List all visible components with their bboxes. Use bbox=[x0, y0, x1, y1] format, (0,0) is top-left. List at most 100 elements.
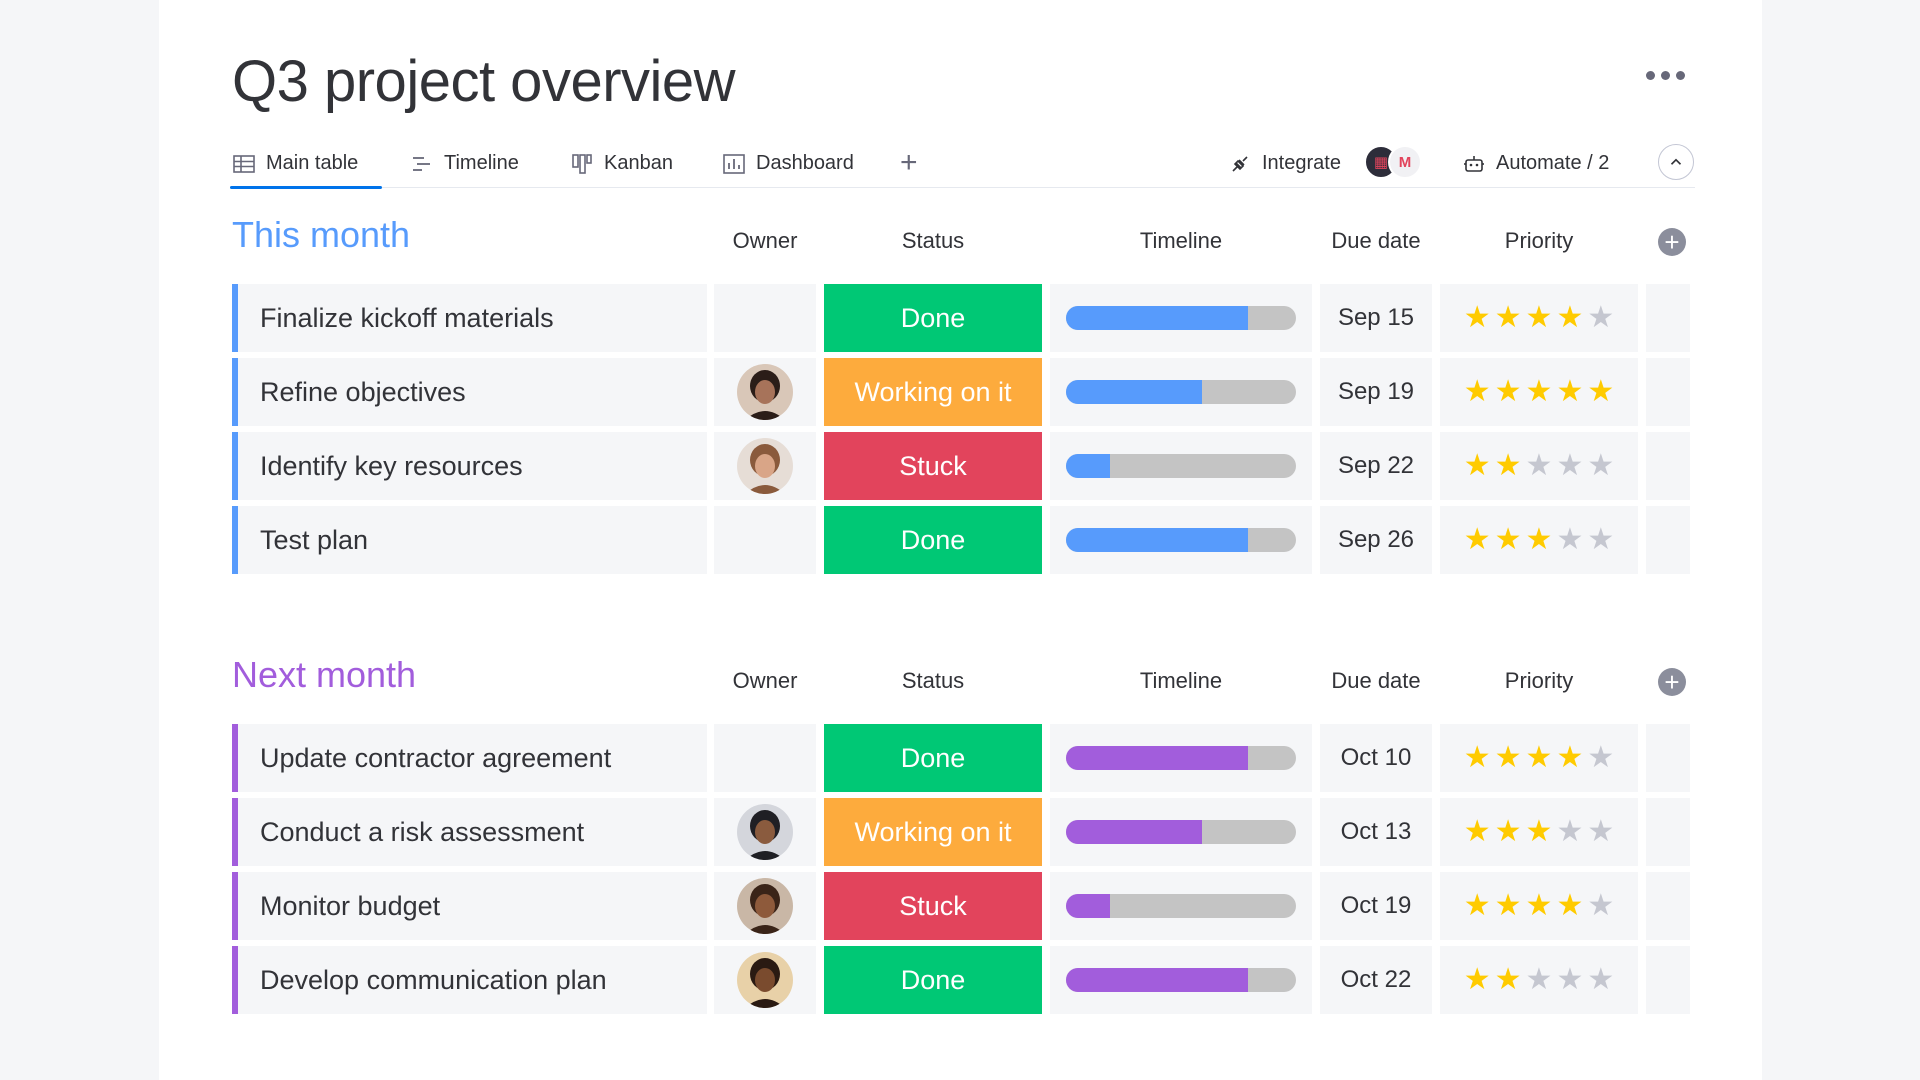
star-icon[interactable]: ★ bbox=[1463, 449, 1491, 482]
status-cell[interactable]: Done bbox=[824, 946, 1042, 1014]
star-icon[interactable]: ★ bbox=[1494, 449, 1522, 482]
due-date-cell[interactable]: Oct 19 bbox=[1320, 872, 1432, 940]
due-date-cell[interactable]: Sep 15 bbox=[1320, 284, 1432, 352]
star-icon[interactable]: ★ bbox=[1525, 889, 1553, 922]
more-options-button[interactable] bbox=[1642, 60, 1688, 90]
item-name-cell[interactable]: Finalize kickoff materials bbox=[232, 284, 707, 352]
star-icon[interactable]: ★ bbox=[1525, 963, 1553, 996]
star-icon[interactable]: ★ bbox=[1525, 815, 1553, 848]
item-name-cell[interactable]: Conduct a risk assessment bbox=[232, 798, 707, 866]
tab-dashboard[interactable]: Dashboard bbox=[722, 140, 854, 187]
star-icon[interactable]: ★ bbox=[1494, 301, 1522, 334]
star-icon[interactable]: ★ bbox=[1525, 301, 1553, 334]
star-icon[interactable]: ★ bbox=[1556, 523, 1584, 556]
star-icon[interactable]: ★ bbox=[1556, 375, 1584, 408]
item-name-cell[interactable]: Refine objectives bbox=[232, 358, 707, 426]
plus-circle-icon[interactable]: + bbox=[1658, 668, 1686, 696]
owner-cell[interactable] bbox=[714, 284, 816, 352]
priority-cell[interactable]: ★ ★ ★ ★ ★ bbox=[1440, 506, 1638, 574]
column-header-timeline[interactable]: Timeline bbox=[1139, 668, 1223, 693]
star-icon[interactable]: ★ bbox=[1556, 815, 1584, 848]
star-icon[interactable]: ★ bbox=[1587, 375, 1615, 408]
priority-cell[interactable]: ★ ★ ★ ★ ★ bbox=[1440, 798, 1638, 866]
column-header-due-date[interactable]: Due date bbox=[1331, 228, 1421, 253]
star-icon[interactable]: ★ bbox=[1494, 815, 1522, 848]
star-icon[interactable]: ★ bbox=[1587, 815, 1615, 848]
star-icon[interactable]: ★ bbox=[1463, 523, 1491, 556]
owner-cell[interactable] bbox=[714, 506, 816, 574]
empty-cell[interactable] bbox=[1646, 506, 1690, 574]
empty-cell[interactable] bbox=[1646, 432, 1690, 500]
empty-cell[interactable] bbox=[1646, 358, 1690, 426]
integration-apps[interactable]: ▦ M bbox=[1364, 140, 1422, 184]
star-icon[interactable]: ★ bbox=[1587, 889, 1615, 922]
group-title[interactable]: This month bbox=[232, 214, 411, 255]
star-icon[interactable]: ★ bbox=[1494, 963, 1522, 996]
star-icon[interactable]: ★ bbox=[1556, 741, 1584, 774]
star-icon[interactable]: ★ bbox=[1587, 301, 1615, 334]
timeline-cell[interactable] bbox=[1050, 946, 1312, 1014]
star-icon[interactable]: ★ bbox=[1525, 523, 1553, 556]
star-icon[interactable]: ★ bbox=[1556, 963, 1584, 996]
star-icon[interactable]: ★ bbox=[1587, 963, 1615, 996]
empty-cell[interactable] bbox=[1646, 284, 1690, 352]
timeline-cell[interactable] bbox=[1050, 284, 1312, 352]
empty-cell[interactable] bbox=[1646, 724, 1690, 792]
priority-cell[interactable]: ★ ★ ★ ★ ★ bbox=[1440, 724, 1638, 792]
priority-cell[interactable]: ★ ★ ★ ★ ★ bbox=[1440, 284, 1638, 352]
star-icon[interactable]: ★ bbox=[1463, 815, 1491, 848]
empty-cell[interactable] bbox=[1646, 798, 1690, 866]
owner-cell[interactable] bbox=[714, 358, 816, 426]
column-header-status[interactable]: Status bbox=[901, 228, 965, 253]
due-date-cell[interactable]: Sep 26 bbox=[1320, 506, 1432, 574]
due-date-cell[interactable]: Oct 22 bbox=[1320, 946, 1432, 1014]
group-title[interactable]: Next month bbox=[232, 654, 417, 695]
item-name-cell[interactable]: Develop communication plan bbox=[232, 946, 707, 1014]
star-icon[interactable]: ★ bbox=[1494, 889, 1522, 922]
priority-cell[interactable]: ★ ★ ★ ★ ★ bbox=[1440, 872, 1638, 940]
collapse-button[interactable] bbox=[1658, 144, 1694, 180]
item-name-cell[interactable]: Identify key resources bbox=[232, 432, 707, 500]
status-cell[interactable]: Stuck bbox=[824, 872, 1042, 940]
empty-cell[interactable] bbox=[1646, 872, 1690, 940]
priority-cell[interactable]: ★ ★ ★ ★ ★ bbox=[1440, 358, 1638, 426]
column-header-owner[interactable]: Owner bbox=[732, 668, 798, 693]
column-header-priority[interactable]: Priority bbox=[1504, 668, 1574, 693]
owner-cell[interactable] bbox=[714, 724, 816, 792]
owner-cell[interactable] bbox=[714, 946, 816, 1014]
item-name-cell[interactable]: Monitor budget bbox=[232, 872, 707, 940]
due-date-cell[interactable]: Sep 19 bbox=[1320, 358, 1432, 426]
star-icon[interactable]: ★ bbox=[1525, 449, 1553, 482]
star-icon[interactable]: ★ bbox=[1494, 741, 1522, 774]
status-cell[interactable]: Working on it bbox=[824, 358, 1042, 426]
integrate-button[interactable]: Integrate bbox=[1228, 140, 1341, 187]
star-icon[interactable]: ★ bbox=[1494, 375, 1522, 408]
star-icon[interactable]: ★ bbox=[1587, 523, 1615, 556]
star-icon[interactable]: ★ bbox=[1556, 889, 1584, 922]
status-cell[interactable]: Stuck bbox=[824, 432, 1042, 500]
column-header-priority[interactable]: Priority bbox=[1504, 228, 1574, 253]
column-header-owner[interactable]: Owner bbox=[732, 228, 798, 253]
timeline-cell[interactable] bbox=[1050, 358, 1312, 426]
status-cell[interactable]: Working on it bbox=[824, 798, 1042, 866]
item-name-cell[interactable]: Test plan bbox=[232, 506, 707, 574]
due-date-cell[interactable]: Oct 13 bbox=[1320, 798, 1432, 866]
star-icon[interactable]: ★ bbox=[1494, 523, 1522, 556]
star-icon[interactable]: ★ bbox=[1463, 301, 1491, 334]
star-icon[interactable]: ★ bbox=[1556, 449, 1584, 482]
due-date-cell[interactable]: Sep 22 bbox=[1320, 432, 1432, 500]
timeline-cell[interactable] bbox=[1050, 432, 1312, 500]
star-icon[interactable]: ★ bbox=[1587, 741, 1615, 774]
priority-cell[interactable]: ★ ★ ★ ★ ★ bbox=[1440, 432, 1638, 500]
timeline-cell[interactable] bbox=[1050, 872, 1312, 940]
timeline-cell[interactable] bbox=[1050, 724, 1312, 792]
item-name-cell[interactable]: Update contractor agreement bbox=[232, 724, 707, 792]
star-icon[interactable]: ★ bbox=[1463, 375, 1491, 408]
star-icon[interactable]: ★ bbox=[1463, 963, 1491, 996]
timeline-cell[interactable] bbox=[1050, 506, 1312, 574]
status-cell[interactable]: Done bbox=[824, 284, 1042, 352]
star-icon[interactable]: ★ bbox=[1463, 889, 1491, 922]
status-cell[interactable]: Done bbox=[824, 724, 1042, 792]
star-icon[interactable]: ★ bbox=[1525, 375, 1553, 408]
priority-cell[interactable]: ★ ★ ★ ★ ★ bbox=[1440, 946, 1638, 1014]
